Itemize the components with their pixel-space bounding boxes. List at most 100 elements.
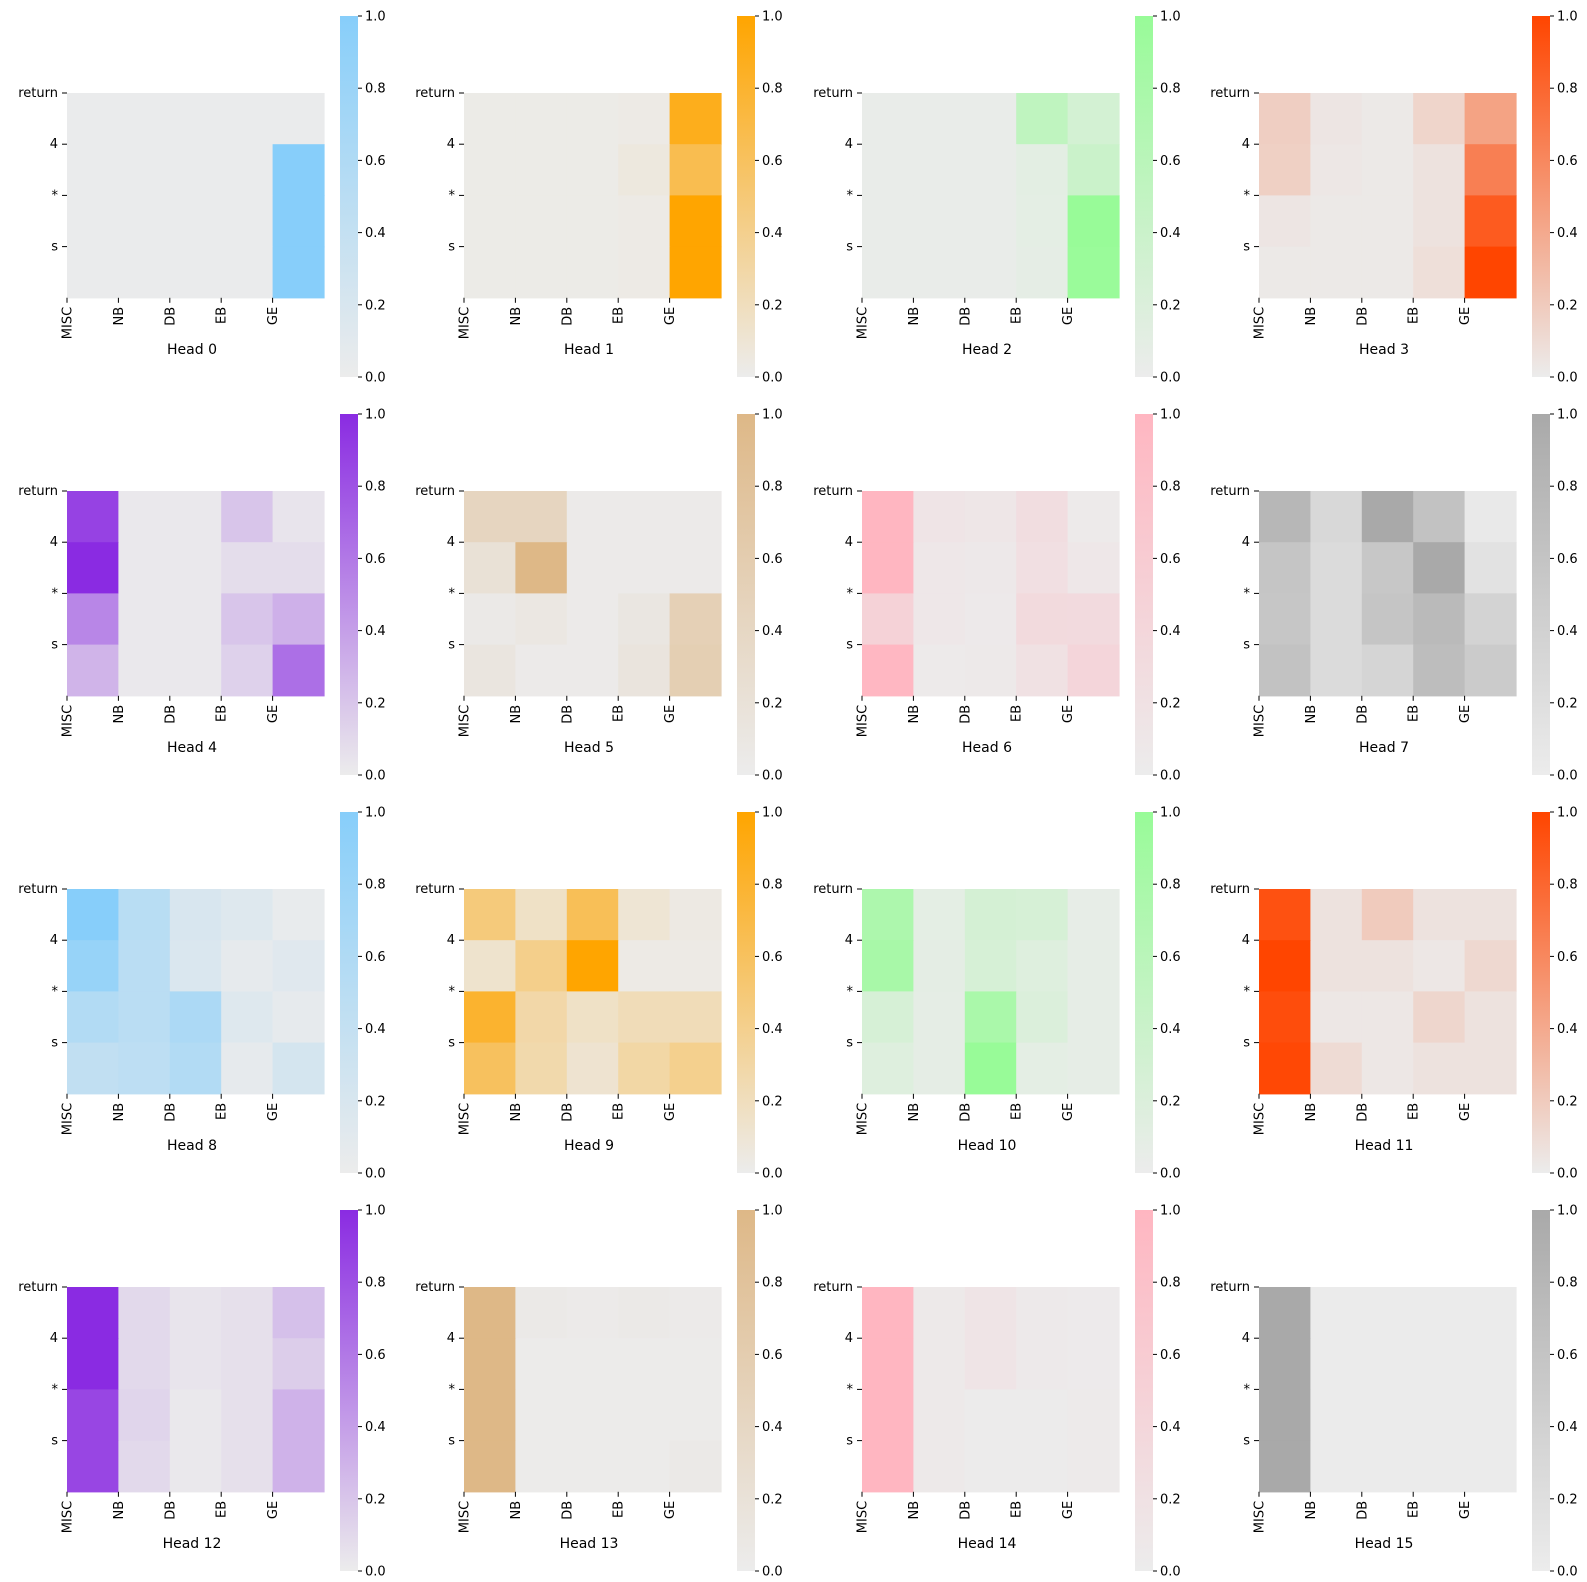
heatmap-cell <box>1361 593 1414 646</box>
heatmap-cell <box>1361 144 1414 196</box>
heatmap-cell <box>566 644 619 697</box>
y-tick-label: s <box>1243 638 1250 653</box>
heatmap-cell <box>1464 1042 1517 1095</box>
heatmap-cell <box>515 1287 568 1339</box>
heatmap-cell <box>1310 1389 1363 1442</box>
heatmap-cell <box>1067 1440 1120 1493</box>
panel-title: Head 0 <box>167 342 217 358</box>
heatmap-cell <box>862 1389 914 1442</box>
y-tick-label: 4 <box>845 137 853 152</box>
heatmap-panel-1: return 4 * s MISC NB DB EB GE Head 1 0.0 0.2 0.4 0.6 0… <box>415 10 782 386</box>
heatmap-cell <box>1067 593 1120 646</box>
y-tick-label: 4 <box>1242 535 1250 550</box>
y-tick-label: s <box>448 1036 455 1051</box>
y-tick-label: * <box>847 1382 854 1397</box>
heatmap-cell <box>464 991 516 1044</box>
heatmap-cell <box>1413 1440 1466 1493</box>
colorbar-tick-label: 0.0 <box>1557 769 1578 784</box>
heatmap-cell <box>118 1338 171 1390</box>
heatmap-cell <box>1464 593 1517 646</box>
heatmap-cell <box>964 593 1017 646</box>
y-tick-label: return <box>813 484 853 499</box>
panel-title: Head 3 <box>1359 342 1409 358</box>
x-tick-label: NB <box>509 307 524 326</box>
heatmap-cell <box>1413 491 1466 543</box>
heatmap-cell <box>964 491 1017 543</box>
heatmap-cell <box>618 246 671 299</box>
heatmap-cell <box>566 1287 619 1339</box>
x-tick-label: GE <box>1061 705 1076 723</box>
heatmap-cell <box>669 991 722 1044</box>
x-tick-label: MISC <box>458 1501 473 1533</box>
colorbar <box>737 812 755 1173</box>
heatmap-cell <box>1259 1389 1311 1442</box>
x-tick-label: NB <box>112 1103 127 1122</box>
heatmap-cell <box>515 940 568 992</box>
heatmap-cell <box>618 593 671 646</box>
heatmap-cell <box>1259 889 1311 941</box>
y-tick-label: return <box>1210 484 1250 499</box>
x-tick-label: NB <box>907 1501 922 1520</box>
heatmap-cell <box>1361 93 1414 145</box>
x-tick-label: MISC <box>1253 1501 1268 1533</box>
colorbar-tick-label: 1.0 <box>1557 806 1578 821</box>
heatmap-cell <box>67 940 119 992</box>
colorbar-tick-label: 0.6 <box>1557 1348 1578 1363</box>
heatmap-cell <box>862 1338 914 1390</box>
colorbar-tick-label: 1.0 <box>365 1204 386 1219</box>
heatmap-panel-5: return 4 * s MISC NB DB EB GE Head 5 0.0 0.2 0.4 0.6 0… <box>415 408 782 784</box>
x-tick-label: MISC <box>856 1501 871 1533</box>
heatmap-cell <box>669 542 722 594</box>
heatmap-cell <box>566 889 619 941</box>
heatmap-cell <box>169 195 222 248</box>
heatmap-cell <box>964 644 1017 697</box>
heatmap-cell <box>1310 1338 1363 1390</box>
colorbar-tick-label: 0.0 <box>1557 1167 1578 1182</box>
heatmap-cell <box>618 1042 671 1095</box>
colorbar-tick-label: 0.2 <box>1557 298 1578 313</box>
colorbar-tick-label: 1.0 <box>762 10 783 25</box>
heatmap-cell <box>1259 1042 1311 1095</box>
x-tick-label: GE <box>663 307 678 325</box>
colorbar-tick-label: 0.8 <box>1160 480 1181 495</box>
heatmap-cell <box>1361 1389 1414 1442</box>
heatmap-cell <box>464 644 516 697</box>
heatmap-cell <box>566 1440 619 1493</box>
heatmap-cell <box>862 1042 914 1095</box>
heatmap-cell <box>1361 644 1414 697</box>
heatmap-cell <box>118 1287 171 1339</box>
heatmap-cell <box>566 144 619 196</box>
heatmap-cell <box>1259 144 1311 196</box>
heatmap-cell <box>464 940 516 992</box>
heatmap-cell <box>1413 940 1466 992</box>
heatmap-cell <box>566 1389 619 1442</box>
panel-title: Head 10 <box>958 1138 1017 1154</box>
colorbar-tick-label: 0.6 <box>1160 950 1181 965</box>
colorbar-tick-label: 0.2 <box>762 696 783 711</box>
heatmap-cell <box>1361 1287 1414 1339</box>
heatmap-cell <box>221 1042 274 1095</box>
heatmap-cell <box>1016 889 1069 941</box>
x-tick-label: DB <box>560 307 575 326</box>
heatmap-panel-8: return 4 * s MISC NB DB EB GE Head 8 0.0 0.2 0.4 0.6 0… <box>18 806 385 1182</box>
x-tick-label: GE <box>266 1103 281 1121</box>
heatmap-cell <box>464 593 516 646</box>
y-tick-label: return <box>18 1280 58 1295</box>
heatmap-cell <box>669 1042 722 1095</box>
y-tick-label: s <box>846 240 853 255</box>
heatmap-cell <box>1016 491 1069 543</box>
colorbar-tick-label: 0.8 <box>1160 82 1181 97</box>
y-tick-label: 4 <box>50 1331 58 1346</box>
heatmap-cell <box>272 889 325 941</box>
x-tick-label: MISC <box>1253 1103 1268 1135</box>
colorbar-tick-label: 0.8 <box>1557 480 1578 495</box>
x-tick-label: EB <box>1010 1501 1025 1518</box>
x-tick-label: NB <box>112 307 127 326</box>
y-tick-label: s <box>51 240 58 255</box>
panel-title: Head 11 <box>1355 1138 1414 1154</box>
heatmap-cell <box>913 889 966 941</box>
heatmap-cell <box>1361 940 1414 992</box>
panel-title: Head 12 <box>163 1536 222 1552</box>
heatmap-cell <box>669 889 722 941</box>
x-tick-label: MISC <box>61 705 76 737</box>
